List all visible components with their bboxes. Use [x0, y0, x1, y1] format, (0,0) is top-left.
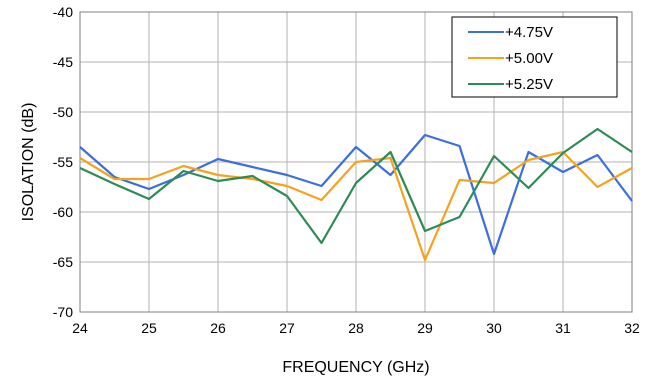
x-axis-label: FREQUENCY (GHz) [282, 359, 429, 376]
x-tick-label: 26 [210, 320, 226, 336]
y-tick-label: -45 [53, 54, 73, 70]
series-line-5-00v [79, 150, 633, 262]
x-tick-label: 29 [417, 320, 433, 336]
series-lines [79, 127, 633, 262]
y-axis-label: ISOLATION (dB) [20, 103, 37, 222]
x-tick-label: 25 [141, 320, 157, 336]
x-tick-label: 28 [348, 320, 364, 336]
y-tick-label: -60 [53, 204, 73, 220]
x-tick-label: 27 [279, 320, 295, 336]
y-tick-label: -65 [53, 254, 73, 270]
y-tick-label: -55 [53, 154, 73, 170]
legend-label-4-75v: +4.75V [505, 24, 553, 41]
y-tick-label: -50 [53, 104, 73, 120]
series-line-5-25v [79, 127, 633, 245]
y-tick-label: -40 [53, 4, 73, 20]
legend-label-5-25v: +5.25V [505, 76, 553, 93]
y-axis-tick-labels: -70 -65 -60 -55 -50 -45 -40 [53, 4, 73, 320]
x-tick-label: 32 [624, 320, 640, 336]
plot-area-frame [79, 11, 633, 313]
x-tick-label: 31 [555, 320, 571, 336]
x-tick-label: 24 [72, 320, 88, 336]
y-tick-label: -70 [53, 304, 73, 320]
x-axis-tick-labels: 24 25 26 27 28 29 30 31 32 [72, 320, 640, 336]
legend-label-5-00v: +5.00V [505, 50, 553, 67]
legend: +4.75V +5.00V +5.25V [451, 16, 618, 98]
x-tick-label: 30 [486, 320, 502, 336]
